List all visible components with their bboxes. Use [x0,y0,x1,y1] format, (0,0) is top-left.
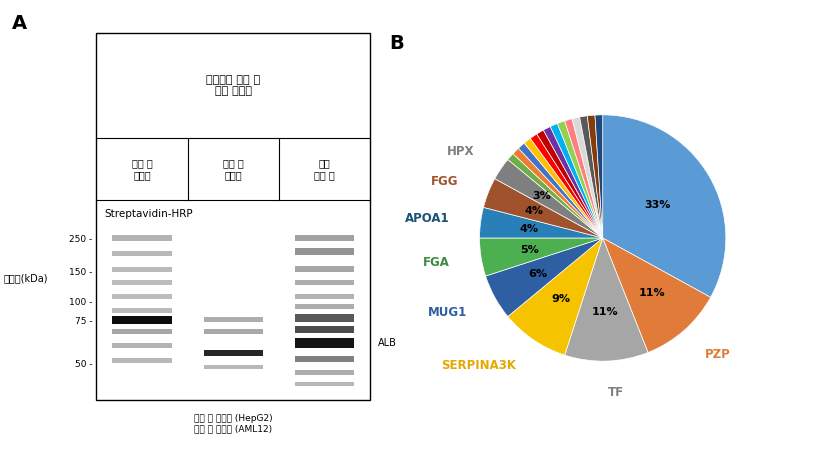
Bar [294,370,354,375]
Bar [294,304,354,308]
Wedge shape [572,117,602,238]
Wedge shape [564,119,602,238]
Text: TF: TF [607,386,623,399]
Wedge shape [507,154,602,238]
Text: 150 -: 150 - [69,268,93,278]
Bar [112,251,171,256]
Text: 11%: 11% [637,288,664,298]
Bar [294,294,354,299]
Wedge shape [536,130,602,238]
Wedge shape [602,115,725,298]
Wedge shape [485,238,602,317]
Wedge shape [479,238,602,276]
Text: FGA: FGA [423,256,450,269]
Text: SERPINA3K: SERPINA3K [440,359,515,372]
Text: FGG: FGG [431,175,459,188]
Bar [294,267,354,272]
Bar [294,382,354,387]
Wedge shape [564,238,647,361]
Text: 5%: 5% [520,245,538,255]
Text: MUG1: MUG1 [428,306,467,319]
Wedge shape [602,238,710,353]
Wedge shape [483,178,602,238]
Text: 11%: 11% [591,307,618,317]
Wedge shape [586,115,602,238]
Bar [112,307,171,313]
Text: 75 -: 75 - [75,317,93,326]
Wedge shape [479,208,602,238]
Bar [294,338,354,348]
Text: 3%: 3% [532,191,550,201]
Wedge shape [494,159,602,238]
Wedge shape [550,123,602,238]
Wedge shape [518,143,602,238]
Bar [112,316,171,324]
Wedge shape [523,139,602,238]
Text: 바이오틴 표지 된
분비 단백질: 바이오틴 표지 된 분비 단백질 [206,75,260,97]
Text: A: A [11,14,27,33]
Text: 분자량(kDa): 분자량(kDa) [4,273,48,284]
Wedge shape [543,127,602,238]
Text: 인간 간 세포주 (HepG2)
생쥐 간 세포주 (AML12): 인간 간 세포주 (HepG2) 생쥐 간 세포주 (AML12) [193,414,272,434]
Bar [294,248,354,255]
Wedge shape [507,238,602,355]
Text: 100 -: 100 - [69,298,93,307]
Text: 생쥐 간
세포주: 생쥐 간 세포주 [223,158,243,180]
Text: APOA1: APOA1 [404,212,449,225]
Wedge shape [513,148,602,238]
Text: 250 -: 250 - [69,235,93,244]
Text: 인간 간
세포주: 인간 간 세포주 [131,158,152,180]
Text: 체내
생쥐 간: 체내 생쥐 간 [314,158,334,180]
Bar [112,235,171,240]
Bar [203,349,263,357]
Bar [203,329,263,334]
Bar [294,235,354,241]
Text: PZP: PZP [704,347,730,360]
Bar [294,356,354,362]
Text: ALB: ALB [378,338,396,348]
Text: 9%: 9% [551,294,570,304]
Bar [112,358,171,363]
Text: 50 -: 50 - [75,360,93,369]
Text: 4%: 4% [524,206,543,216]
Bar [97,33,369,400]
Bar [112,343,171,347]
Bar [203,317,263,322]
Bar [294,326,354,333]
Bar [112,329,171,334]
Text: 4%: 4% [519,224,538,234]
Text: 6%: 6% [527,268,547,278]
Text: Streptavidin-HRP: Streptavidin-HRP [104,209,192,219]
Bar [112,280,171,285]
Text: HPX: HPX [446,145,474,158]
Wedge shape [557,121,602,238]
Bar [294,280,354,285]
Bar [294,314,354,322]
Wedge shape [579,116,602,238]
Bar [203,365,263,369]
Bar [112,294,171,299]
Text: 33%: 33% [644,200,670,210]
Bar [112,267,171,271]
Wedge shape [595,115,602,238]
Text: B: B [389,34,404,53]
Wedge shape [530,134,602,238]
